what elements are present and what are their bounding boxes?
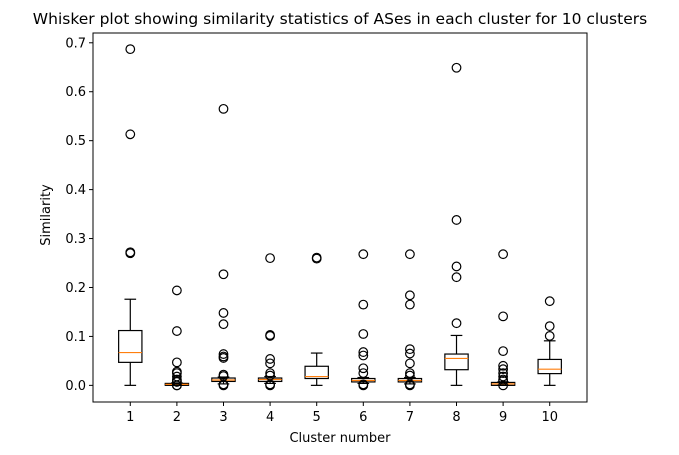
x-tick-label: 2 [173, 410, 181, 425]
box-series [118, 44, 562, 391]
y-tick-label: 0.1 [65, 330, 86, 345]
x-tick-label: 8 [452, 410, 460, 425]
outlier-point [218, 103, 229, 114]
outlier-point [498, 368, 509, 379]
outlier-point [218, 308, 229, 318]
outlier-point [265, 253, 275, 264]
outlier-point [358, 350, 369, 361]
y-tick-label: 0.6 [65, 85, 86, 100]
x-axis-ticks: 1 2 3 4 5 6 7 8 9 10 [126, 402, 558, 425]
outlier-point [218, 380, 229, 391]
box-cluster-3 [211, 103, 236, 391]
outlier-point [498, 249, 509, 260]
outlier-point [358, 329, 369, 339]
outlier-point [358, 368, 369, 379]
outlier-point [171, 377, 182, 387]
box-cluster-9 [490, 249, 516, 391]
outlier-point [125, 248, 136, 259]
outlier-point [498, 364, 509, 375]
outlier-point [125, 44, 136, 55]
outlier-point [218, 269, 229, 280]
outlier-point [265, 358, 275, 369]
outlier-point [171, 285, 182, 296]
x-tick-label: 6 [359, 410, 367, 425]
y-tick-label: 0.3 [65, 232, 86, 247]
outlier-point [358, 380, 369, 391]
x-tick-label: 7 [406, 410, 414, 425]
outlier-point [171, 326, 182, 336]
outlier-point [125, 129, 136, 140]
outlier-point [265, 331, 275, 341]
y-tick-label: 0.2 [65, 281, 86, 296]
outlier-point [358, 299, 369, 310]
outlier-point [265, 368, 275, 379]
outlier-point [498, 311, 509, 322]
outlier-point [405, 299, 415, 310]
chart-title: Whisker plot showing similarity statisti… [33, 10, 647, 28]
outlier-point [544, 321, 555, 332]
box-cluster-1 [118, 44, 143, 386]
box-cluster-8 [444, 62, 469, 386]
y-axis-label: Similarity [39, 184, 54, 246]
outlier-point [405, 249, 415, 260]
x-tick-label: 10 [541, 410, 558, 425]
outlier-point [405, 344, 415, 355]
x-tick-label: 4 [266, 410, 274, 425]
iqr-box [304, 365, 329, 380]
outlier-point [405, 380, 415, 391]
outlier-point [544, 296, 555, 307]
x-axis-label: Cluster number [289, 431, 391, 446]
outlier-point [358, 249, 369, 260]
x-tick-label: 5 [313, 410, 321, 425]
outlier-point [451, 318, 462, 329]
outlier-point [405, 368, 415, 379]
outlier-point [218, 319, 229, 330]
y-tick-label: 0.4 [65, 183, 86, 198]
box-cluster-6 [351, 249, 376, 391]
iqr-box [537, 358, 562, 375]
x-tick-label: 1 [126, 410, 134, 425]
outlier-point [218, 353, 229, 363]
plot-area-frame [92, 32, 588, 403]
x-tick-label: 9 [499, 410, 507, 425]
y-tick-label: 0.7 [65, 36, 86, 51]
outlier-point [498, 376, 509, 386]
outlier-point [544, 331, 555, 341]
outlier-point [451, 215, 462, 225]
outlier-point [265, 354, 275, 364]
outlier-point [218, 349, 229, 359]
outlier-point [171, 380, 182, 391]
outlier-point [498, 360, 509, 371]
y-tick-label: 0.5 [65, 134, 86, 149]
x-tick-label: 3 [219, 410, 227, 425]
box-cluster-5 [304, 252, 329, 386]
y-tick-label: 0.0 [65, 379, 86, 394]
outlier-point [265, 380, 275, 391]
outlier-point [498, 380, 509, 391]
outlier-point [405, 348, 415, 359]
outlier-point [451, 272, 462, 283]
outlier-point [405, 290, 415, 301]
box-cluster-4 [257, 253, 283, 391]
outlier-point [498, 346, 509, 357]
outlier-point [358, 347, 369, 357]
box-cluster-7 [397, 249, 423, 391]
box-cluster-10 [537, 296, 562, 386]
outlier-point [311, 253, 322, 264]
box-cluster-2 [164, 285, 190, 391]
outlier-point [451, 261, 462, 272]
iqr-box [444, 353, 469, 371]
outlier-point [358, 363, 369, 374]
iqr-box [118, 329, 143, 363]
outlier-point [451, 62, 462, 73]
outlier-point [171, 357, 182, 368]
y-axis-ticks: 0.0 0.1 0.2 0.3 0.4 0.5 0.6 0.7 [65, 36, 93, 394]
outlier-point [405, 358, 415, 369]
